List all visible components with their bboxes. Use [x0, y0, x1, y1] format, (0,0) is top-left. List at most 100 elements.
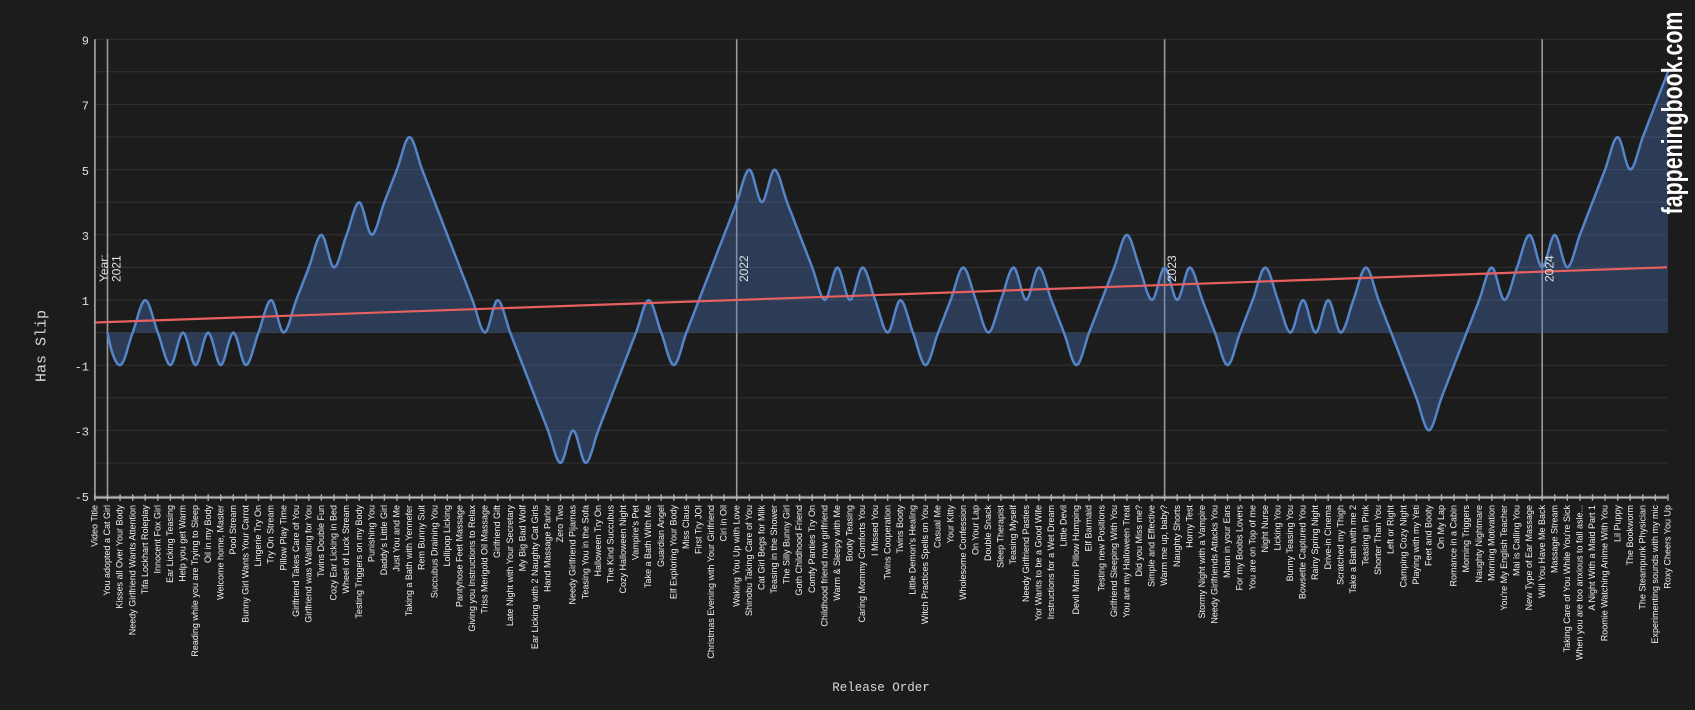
svg-text:Drive-in Cinema: Drive-in Cinema: [1323, 505, 1333, 570]
svg-text:Tifa Lockhart Roleplay: Tifa Lockhart Roleplay: [140, 505, 150, 595]
svg-text:fappeningbook.com: fappeningbook.com: [1657, 12, 1689, 215]
svg-text:Goth Childhood Friend: Goth Childhood Friend: [794, 505, 804, 596]
svg-text:Needy Girlfriend Wants Attenti: Needy Girlfriend Wants Attention: [127, 505, 137, 635]
svg-text:Needy Girlfriends Attacks You: Needy Girlfriends Attacks You: [1210, 505, 1220, 624]
svg-text:The Silly Bunny Girl: The Silly Bunny Girl: [782, 505, 792, 584]
svg-text:2023: 2023: [1165, 255, 1179, 282]
svg-text:Testing new Positions: Testing new Positions: [1096, 505, 1106, 592]
svg-text:Wholesome Confession: Wholesome Confession: [958, 505, 968, 600]
svg-text:Ear Licking with 2 Naughty Cat: Ear Licking with 2 Naughty Cat Girls: [530, 505, 540, 650]
svg-text:A Night With a Maid Part 1: A Night With a Maid Part 1: [1587, 505, 1597, 611]
svg-text:Punishing You: Punishing You: [366, 505, 376, 562]
svg-text:Just You and Me: Just You and Me: [392, 505, 402, 572]
svg-text:Devil Marin Pillow Humping: Devil Marin Pillow Humping: [1071, 505, 1081, 615]
svg-text:Girlfriend Gift: Girlfriend Gift: [492, 505, 502, 559]
svg-text:Cozy Halloween Night: Cozy Halloween Night: [618, 505, 628, 594]
svg-text:Guardian Angel: Guardian Angel: [656, 505, 666, 567]
svg-text:Halloween Try On: Halloween Try On: [593, 505, 603, 577]
svg-text:Vampire's Pet: Vampire's Pet: [631, 505, 641, 561]
svg-text:Video Title: Video Title: [90, 505, 100, 547]
svg-text:Night Nurse: Night Nurse: [1260, 505, 1270, 553]
svg-text:Taking Care of You While You'r: Taking Care of You While You're Sick: [1562, 505, 1572, 653]
svg-text:Succubus Draining You: Succubus Draining You: [429, 505, 439, 598]
svg-text:-1: -1: [75, 360, 89, 374]
svg-text:Teasing You in the Sofa: Teasing You in the Sofa: [580, 505, 590, 599]
svg-text:Scratched my Thigh: Scratched my Thigh: [1335, 505, 1345, 585]
svg-text:Miss Claus: Miss Claus: [681, 505, 691, 550]
svg-text:Double Snack: Double Snack: [983, 505, 993, 562]
svg-text:Christmas Evening with Your Gi: Christmas Evening with Your Girlfriend: [706, 505, 716, 659]
svg-text:Twins Booty: Twins Booty: [895, 505, 905, 554]
svg-text:You are on Top of me: You are on Top of me: [1247, 505, 1257, 590]
svg-text:Little Devil: Little Devil: [1059, 505, 1069, 547]
svg-text:My Big Bad Wolf: My Big Bad Wolf: [517, 505, 527, 572]
svg-text:Naughty Nightmare: Naughty Nightmare: [1474, 505, 1484, 583]
svg-text:Your Kitty: Your Kitty: [945, 505, 955, 544]
svg-text:On Your Lap: On Your Lap: [970, 505, 980, 555]
svg-text:Pantyhose Feet Massage: Pantyhose Feet Massage: [455, 505, 465, 607]
svg-text:Reading while you are Trying t: Reading while you are Trying to Sleep: [190, 505, 200, 657]
svg-text:Stormy Night with a Vampire: Stormy Night with a Vampire: [1197, 505, 1207, 618]
svg-text:Rainy Spring Night: Rainy Spring Night: [1310, 505, 1320, 581]
svg-text:Triss Merigold Oil Massage: Triss Merigold Oil Massage: [480, 505, 490, 614]
svg-text:Sleep Therapist: Sleep Therapist: [996, 505, 1006, 568]
svg-text:Take a Bath with me 2: Take a Bath with me 2: [1348, 505, 1358, 594]
svg-text:Massage Stream: Massage Stream: [1549, 505, 1559, 573]
svg-text:Bunny Teasing You: Bunny Teasing You: [1285, 505, 1295, 581]
svg-text:When you are too anxious to fa: When you are too anxious to fall asle...: [1575, 505, 1585, 660]
svg-text:Teasing Myself: Teasing Myself: [1008, 505, 1018, 565]
svg-text:Elf Exploring Your Body: Elf Exploring Your Body: [668, 505, 678, 600]
svg-text:Teasing in the Shower: Teasing in the Shower: [769, 505, 779, 594]
svg-text:2022: 2022: [737, 255, 751, 282]
svg-text:Twins Cooperation: Twins Cooperation: [882, 505, 892, 580]
svg-text:9: 9: [82, 34, 89, 48]
svg-text:Daddy's Little Girl: Daddy's Little Girl: [379, 505, 389, 575]
svg-text:Waking You Up with Love: Waking You Up with Love: [731, 505, 741, 607]
svg-text:2021: 2021: [109, 255, 123, 282]
svg-text:Playing with my Yeti: Playing with my Yeti: [1411, 505, 1421, 585]
svg-text:Left or Right: Left or Right: [1386, 505, 1396, 555]
svg-text:Licking You: Licking You: [1273, 505, 1283, 551]
svg-text:Bunny Girl Wants Your Carrot: Bunny Girl Wants Your Carrot: [241, 505, 251, 623]
svg-text:2024: 2024: [1543, 255, 1557, 282]
svg-text:Year:: Year:: [97, 254, 111, 282]
svg-text:For my Boobs Lovers: For my Boobs Lovers: [1235, 505, 1245, 591]
svg-text:Camping Cozy Night: Camping Cozy Night: [1398, 505, 1408, 588]
svg-text:Pool Stream: Pool Stream: [228, 505, 238, 555]
svg-text:Feet and Booty: Feet and Booty: [1424, 505, 1434, 567]
svg-text:Roxy Cheers You Up: Roxy Cheers You Up: [1663, 505, 1673, 589]
svg-text:-5: -5: [75, 491, 89, 505]
svg-text:Cat Girl Begs for Milk: Cat Girl Begs for Milk: [757, 505, 767, 591]
svg-text:Roomie Watching Anime With You: Roomie Watching Anime With You: [1600, 505, 1610, 641]
svg-text:Kisses all Over Your Body: Kisses all Over Your Body: [115, 505, 125, 609]
svg-text:Did you Miss me?: Did you Miss me?: [1134, 505, 1144, 577]
svg-text:Wheel of Luck Stream: Wheel of Luck Stream: [341, 505, 351, 594]
svg-text:Naughty Shorts: Naughty Shorts: [1172, 505, 1182, 568]
svg-text:Instructions for a Wet Dream: Instructions for a Wet Dream: [1046, 505, 1056, 619]
svg-text:Mai is Calling You: Mai is Calling You: [1512, 505, 1522, 576]
svg-text:Warm me up, baby?: Warm me up, baby?: [1159, 505, 1169, 586]
svg-text:Lingerie Try On: Lingerie Try On: [253, 505, 263, 567]
svg-text:Has Slip: Has Slip: [34, 310, 51, 382]
svg-text:Girlfriend Sleeping With You: Girlfriend Sleeping With You: [1109, 505, 1119, 617]
svg-text:Yor Wants to be a Good Wife: Yor Wants to be a Good Wife: [1033, 505, 1043, 621]
svg-text:Bowsette Captured You: Bowsette Captured You: [1298, 505, 1308, 599]
svg-text:Simple and Effective: Simple and Effective: [1147, 505, 1157, 587]
svg-text:Ciri in Oil: Ciri in Oil: [719, 505, 729, 542]
svg-text:Try On Stream: Try On Stream: [266, 505, 276, 564]
svg-text:Horny Test: Horny Test: [1184, 505, 1194, 548]
svg-text:You adopted a Cat Girl: You adopted a Cat Girl: [102, 505, 112, 596]
svg-text:Oil in my Body: Oil in my Body: [203, 505, 213, 564]
svg-text:Help you get Warm: Help you get Warm: [178, 505, 188, 582]
svg-text:Ear Licking Teasing: Ear Licking Teasing: [165, 505, 175, 583]
svg-text:Needy Girlfriend Pijamas: Needy Girlfriend Pijamas: [568, 505, 578, 605]
svg-text:Giving you Instructions to Rel: Giving you Instructions to Relax: [467, 505, 477, 632]
svg-text:Twins Double Fun: Twins Double Fun: [316, 505, 326, 577]
svg-text:You are my Halloween Treat: You are my Halloween Treat: [1122, 505, 1132, 618]
svg-text:Late Night with Your Secretary: Late Night with Your Secretary: [505, 505, 515, 627]
svg-text:Rem Bunny Suit: Rem Bunny Suit: [417, 505, 427, 571]
svg-text:Morning Motivation: Morning Motivation: [1486, 505, 1496, 581]
svg-text:Moan in your Ears: Moan in your Ears: [1222, 505, 1232, 579]
svg-text:Welcome home, Master: Welcome home, Master: [215, 505, 225, 600]
svg-text:Will You Have Me Back: Will You Have Me Back: [1537, 505, 1547, 599]
